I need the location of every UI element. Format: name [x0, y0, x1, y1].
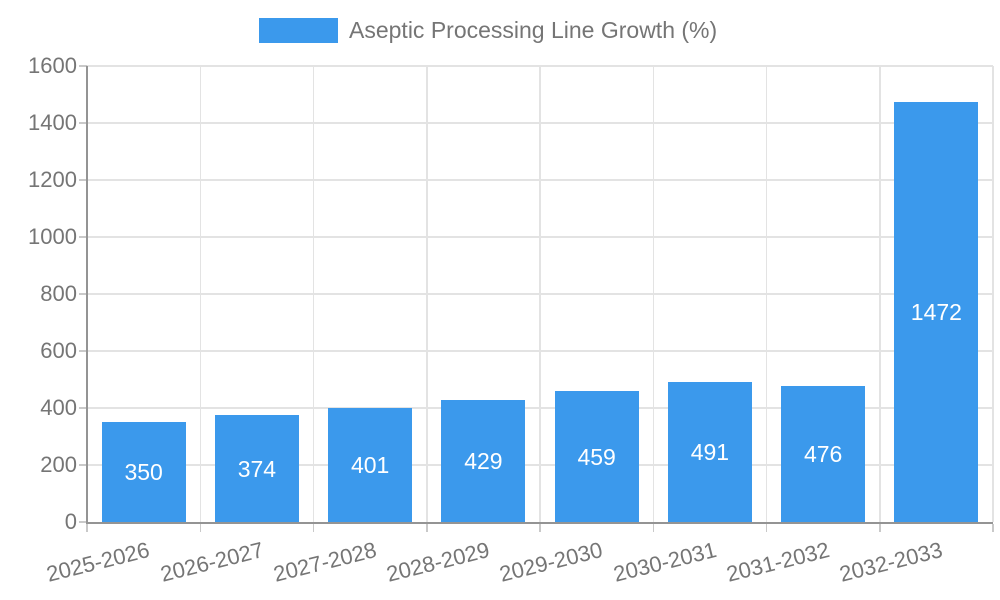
y-tick-label: 1000 — [28, 224, 77, 249]
y-axis-tick — [79, 464, 87, 466]
bar-value-label: 476 — [803, 441, 843, 468]
legend-swatch — [259, 17, 338, 43]
bar — [781, 386, 866, 522]
y-tick-label: 800 — [40, 281, 77, 306]
x-tick-label: 2032-2033 — [837, 537, 946, 587]
y-axis-tick — [79, 293, 87, 295]
y-tick-label: 1200 — [28, 167, 77, 192]
x-tick-label: 2031-2032 — [723, 537, 832, 587]
v-gridline — [539, 66, 541, 522]
v-gridline — [992, 66, 994, 522]
y-axis-tick — [79, 521, 87, 523]
y-tick-label: 600 — [40, 338, 77, 363]
y-tick-label: 1400 — [28, 110, 77, 135]
y-axis-tick — [79, 122, 87, 124]
v-gridline — [879, 66, 881, 522]
x-axis-tick — [539, 524, 541, 532]
y-axis-tick — [79, 236, 87, 238]
bar — [101, 422, 186, 522]
v-gridline — [765, 66, 768, 522]
bar-value-label: 374 — [237, 455, 277, 482]
x-axis-tick — [992, 524, 994, 532]
y-axis-tick — [79, 179, 87, 181]
y-axis-tick — [79, 65, 87, 67]
x-axis-tick — [879, 524, 881, 532]
x-tick-label: 2027-2028 — [270, 537, 379, 587]
x-axis-tick — [765, 524, 768, 532]
bar-value-label: 350 — [124, 459, 163, 486]
x-axis-tick — [312, 524, 315, 532]
x-axis-tick — [652, 524, 654, 532]
v-gridline — [199, 66, 201, 522]
bar — [441, 399, 526, 522]
v-gridline — [426, 66, 428, 522]
y-tick-label: 0 — [64, 509, 77, 534]
bar — [554, 391, 639, 522]
y-axis-tick — [79, 407, 87, 409]
x-axis-tick — [426, 524, 428, 532]
y-tick-label: 1600 — [28, 53, 77, 78]
y-axis-tick — [79, 350, 87, 352]
x-tick-label: 2029-2030 — [497, 537, 606, 587]
bar-value-label: 429 — [464, 447, 503, 474]
y-tick-label: 400 — [40, 395, 77, 420]
bar-value-label: 1472 — [910, 299, 962, 326]
y-tick-label: 200 — [40, 452, 77, 477]
x-axis-tick — [86, 524, 88, 532]
x-tick-label: 2025-2026 — [44, 537, 153, 587]
x-tick-label: 2030-2031 — [610, 537, 719, 587]
v-gridline — [312, 66, 315, 522]
bar — [894, 102, 979, 522]
legend-label: Aseptic Processing Line Growth (%) — [349, 17, 718, 43]
y-axis-line — [86, 66, 88, 524]
bar-value-label: 459 — [577, 443, 616, 470]
bar-value-label: 491 — [690, 439, 730, 466]
x-axis-tick — [199, 524, 201, 532]
x-tick-label: 2028-2029 — [384, 537, 493, 587]
x-tick-label: 2026-2027 — [157, 537, 266, 587]
v-gridline — [652, 66, 654, 522]
legend[interactable]: Aseptic Processing Line Growth (%) — [259, 17, 717, 43]
bar — [667, 382, 752, 522]
bar — [214, 415, 299, 522]
bar — [328, 407, 413, 522]
x-axis-line — [87, 522, 993, 524]
bar-value-label: 401 — [350, 451, 390, 478]
